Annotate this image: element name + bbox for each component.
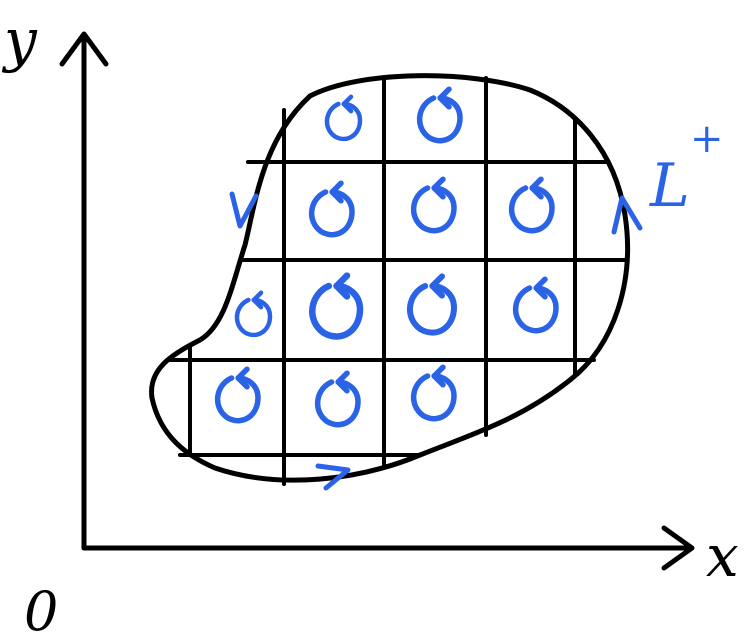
boundary-arrow-right — [611, 195, 643, 235]
x-axis-label: x — [706, 522, 739, 590]
circulation-icon — [318, 373, 358, 424]
y-axis-label: y — [1, 6, 38, 74]
circulation-icon — [237, 293, 270, 335]
x-axis — [81, 525, 695, 571]
origin-label: 0 — [24, 580, 58, 638]
circulation-icon — [512, 179, 552, 230]
circulation-icon — [218, 369, 258, 420]
subdivision-grid — [151, 75, 628, 486]
circulation-icon — [516, 279, 556, 330]
curve-label: L — [649, 151, 690, 221]
circulation-icon — [312, 276, 360, 337]
circulation-swirls — [218, 89, 556, 424]
circulation-icon — [414, 367, 454, 418]
boundary-arrow-bottom — [315, 463, 351, 491]
circulation-icon — [420, 89, 460, 140]
region-boundary-curve — [149, 73, 630, 483]
circulation-icon — [414, 179, 454, 230]
curve-label-superscript: + — [690, 116, 724, 162]
circulation-icon — [312, 183, 352, 234]
circulation-icon — [327, 97, 360, 139]
y-axis — [59, 31, 109, 551]
boundary-arrow-left — [229, 191, 259, 229]
circulation-icon — [410, 276, 454, 332]
